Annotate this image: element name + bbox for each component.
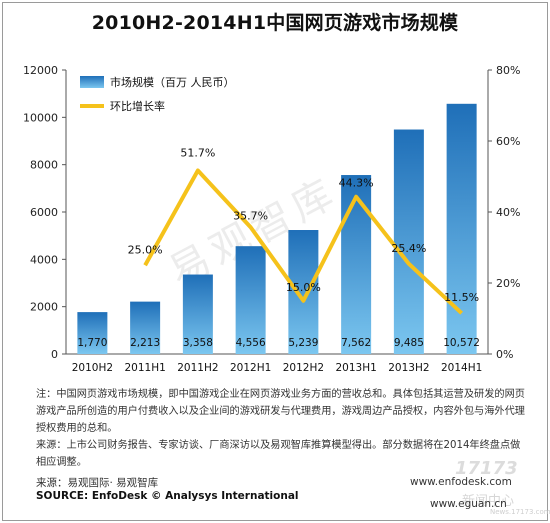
x-axis-tick-label: 2013H1: [335, 362, 376, 374]
bar-2014H1: [446, 103, 477, 355]
legend-line-label: 环比增长率: [110, 99, 165, 113]
growth-rate-label: 11.5%: [444, 291, 479, 304]
growth-rate-label: 25.4%: [391, 242, 426, 255]
bar-2012H2: [288, 230, 319, 354]
logo-watermark: 17173: [455, 458, 518, 479]
bar-2013H2: [393, 129, 424, 354]
logo-watermark-sub: 新闻中心: [462, 494, 515, 509]
footnote-definition: 注：中国网页游戏市场规模，即中国游戏企业在网页游戏业务方面的营收总和。具体包括其…: [36, 389, 525, 434]
right-axis-tick-label: 40%: [496, 206, 520, 219]
website-enfodesk[interactable]: www.enfodesk.com: [410, 476, 512, 488]
footnote-source: 来源：上市公司财务报告、专家访谈、厂商深访以及易观智库推算模型得出。部分数据将在…: [36, 440, 521, 468]
legend-bar-label: 市场规模（百万 人民币）: [110, 75, 235, 89]
logo-watermark-url: News.17173.com: [490, 508, 550, 516]
growth-rate-label: 35.7%: [233, 209, 268, 222]
left-axis-tick-label: 2000: [30, 301, 58, 314]
bar-2013H1: [341, 175, 372, 354]
legend-bar-swatch: [80, 76, 104, 88]
x-axis-tick-label: 2012H2: [283, 362, 324, 374]
growth-rate-label: 15.0%: [286, 281, 321, 294]
bar-2011H2: [182, 274, 213, 354]
x-axis-tick-label: 2014H1: [441, 362, 482, 374]
left-axis-tick-label: 0: [51, 348, 58, 361]
growth-rate-label: 25.0%: [128, 243, 163, 256]
x-axis-tick-label: 2010H2: [72, 362, 113, 374]
website-eguan[interactable]: www.eguan.cn: [430, 498, 507, 510]
left-axis-tick-label: 4000: [30, 253, 58, 266]
right-axis-tick-label: 60%: [496, 135, 520, 148]
left-axis-tick-label: 10000: [23, 111, 58, 124]
bar-value-label: 7,562: [341, 337, 371, 349]
bar-2010H2: [77, 312, 108, 354]
growth-rate-label: 44.3%: [339, 177, 374, 190]
growth-rate-label: 51.7%: [180, 146, 215, 159]
x-axis-tick-label: 2012H1: [230, 362, 271, 374]
left-axis-tick-label: 6000: [30, 206, 58, 219]
bar-value-label: 2,213: [130, 337, 160, 349]
right-axis-tick-label: 0%: [496, 348, 513, 361]
source-chinese: 来源：易观国际· 易观智库: [36, 477, 159, 489]
x-axis-tick-label: 2011H2: [177, 362, 218, 374]
left-axis-tick-label: 8000: [30, 159, 58, 172]
bar-value-label: 1,770: [77, 337, 107, 349]
footnotes: 注：中国网页游戏市场规模，即中国游戏企业在网页游戏业务方面的营收总和。具体包括其…: [36, 386, 526, 471]
right-axis-tick-label: 20%: [496, 277, 520, 290]
left-axis-tick-label: 12000: [23, 64, 58, 77]
chart-title: 2010H2-2014H1中国网页游戏市场规模: [91, 12, 459, 34]
bar-value-label: 10,572: [443, 337, 480, 349]
bar-value-label: 5,239: [288, 337, 318, 349]
bar-2011H1: [130, 301, 161, 354]
x-axis-tick-label: 2013H2: [388, 362, 429, 374]
growth-rate-line: [143, 168, 463, 315]
source-english: SOURCE: EnfoDesk © Analysys Internationa…: [36, 490, 299, 502]
bar-value-label: 3,358: [183, 337, 213, 349]
x-axis-tick-label: 2011H1: [124, 362, 165, 374]
right-axis-tick-label: 80%: [496, 64, 520, 77]
bar-value-label: 4,556: [236, 337, 266, 349]
bar-value-label: 9,485: [394, 337, 424, 349]
bar-2012H1: [235, 246, 266, 354]
